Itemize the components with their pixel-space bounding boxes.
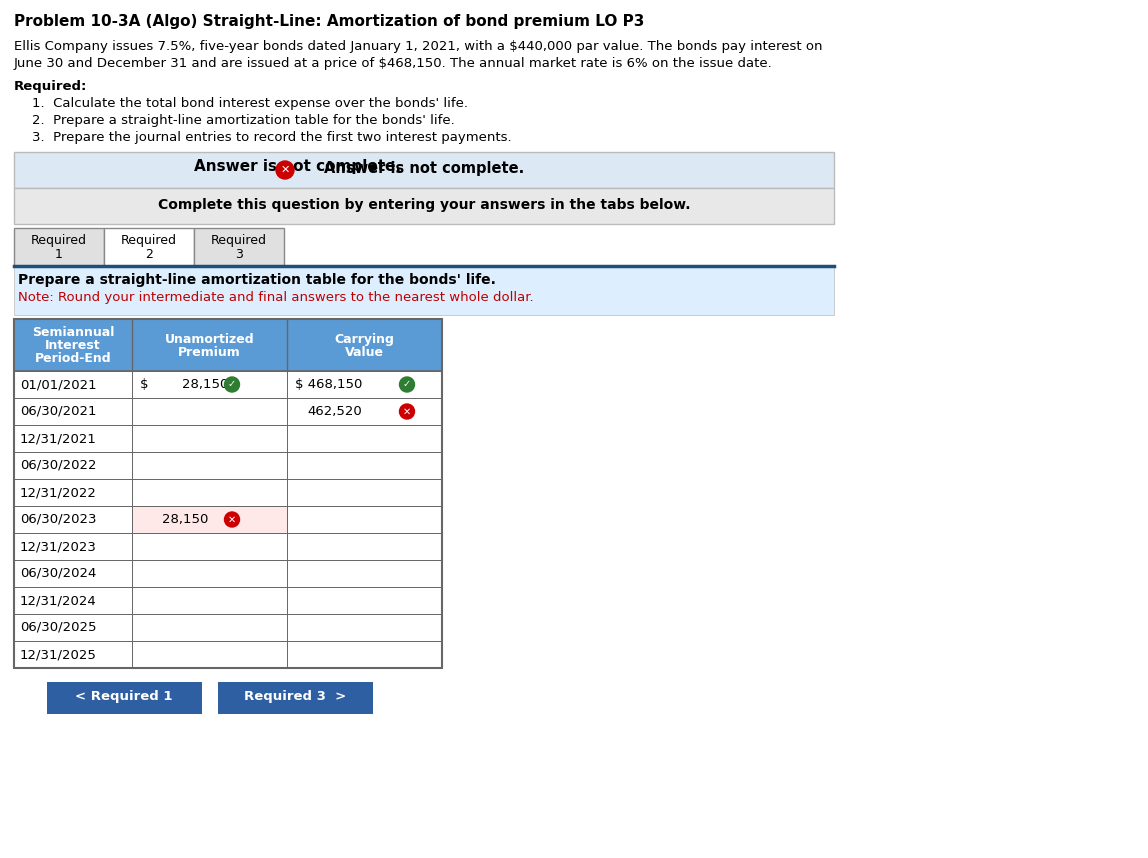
Text: 2: 2 bbox=[145, 248, 153, 261]
Bar bbox=[14, 398, 442, 425]
Text: 06/30/2024: 06/30/2024 bbox=[20, 567, 96, 580]
Text: Required:: Required: bbox=[14, 80, 87, 93]
Text: 12/31/2025: 12/31/2025 bbox=[20, 648, 96, 661]
Text: Premium: Premium bbox=[178, 346, 241, 359]
Text: June 30 and December 31 and are issued at a price of $468,150. The annual market: June 30 and December 31 and are issued a… bbox=[14, 57, 773, 70]
Text: 06/30/2023: 06/30/2023 bbox=[20, 513, 96, 526]
Text: 12/31/2024: 12/31/2024 bbox=[20, 594, 96, 607]
Text: Value: Value bbox=[346, 346, 383, 359]
Text: Note: Round your intermediate and final answers to the nearest whole dollar.: Note: Round your intermediate and final … bbox=[18, 291, 534, 304]
Text: 2.  Prepare a straight-line amortization table for the bonds' life.: 2. Prepare a straight-line amortization … bbox=[32, 114, 455, 127]
Bar bbox=[14, 228, 104, 266]
Text: $ 468,150: $ 468,150 bbox=[295, 378, 363, 391]
Bar bbox=[14, 533, 442, 560]
Text: 06/30/2022: 06/30/2022 bbox=[20, 459, 96, 472]
Text: 3.  Prepare the journal entries to record the first two interest payments.: 3. Prepare the journal entries to record… bbox=[32, 131, 512, 144]
Text: Interest: Interest bbox=[45, 339, 101, 352]
Text: Problem 10-3A (Algo) Straight-Line: Amortization of bond premium LO P3: Problem 10-3A (Algo) Straight-Line: Amor… bbox=[14, 14, 644, 29]
Bar bbox=[14, 452, 442, 479]
Circle shape bbox=[225, 377, 240, 392]
Text: ✓: ✓ bbox=[228, 379, 236, 390]
Bar bbox=[217, 682, 372, 714]
Text: Unamortized: Unamortized bbox=[164, 333, 255, 346]
Text: $: $ bbox=[140, 378, 148, 391]
Text: 28,150: 28,150 bbox=[162, 513, 209, 526]
Text: 12/31/2021: 12/31/2021 bbox=[20, 432, 96, 445]
Bar bbox=[14, 152, 833, 188]
Text: 12/31/2022: 12/31/2022 bbox=[20, 486, 96, 499]
Text: Semiannual: Semiannual bbox=[32, 326, 114, 339]
Text: Ellis Company issues 7.5%, five-year bonds dated January 1, 2021, with a $440,00: Ellis Company issues 7.5%, five-year bon… bbox=[14, 40, 822, 53]
Bar bbox=[14, 425, 442, 452]
Bar bbox=[104, 228, 194, 266]
Text: ✓: ✓ bbox=[403, 379, 411, 390]
Bar bbox=[14, 188, 833, 224]
Circle shape bbox=[400, 404, 414, 419]
Bar bbox=[14, 641, 442, 668]
Text: Required: Required bbox=[211, 234, 267, 247]
Text: Prepare a straight-line amortization table for the bonds' life.: Prepare a straight-line amortization tab… bbox=[18, 273, 496, 287]
Bar bbox=[14, 614, 442, 641]
Text: 462,520: 462,520 bbox=[307, 405, 362, 418]
Text: 12/31/2023: 12/31/2023 bbox=[20, 540, 96, 553]
Text: Required: Required bbox=[121, 234, 177, 247]
Bar bbox=[14, 506, 442, 533]
Text: < Required 1: < Required 1 bbox=[76, 690, 172, 703]
Bar bbox=[14, 479, 442, 506]
Text: ✕: ✕ bbox=[403, 407, 411, 416]
Circle shape bbox=[276, 161, 294, 179]
Text: Complete this question by entering your answers in the tabs below.: Complete this question by entering your … bbox=[157, 198, 690, 212]
Text: 1.  Calculate the total bond interest expense over the bonds' life.: 1. Calculate the total bond interest exp… bbox=[32, 97, 468, 110]
Bar bbox=[14, 267, 833, 315]
Circle shape bbox=[225, 512, 240, 527]
Text: 06/30/2021: 06/30/2021 bbox=[20, 405, 96, 418]
Text: Answer is not complete.: Answer is not complete. bbox=[194, 159, 402, 174]
Bar bbox=[14, 319, 442, 668]
Bar bbox=[47, 682, 202, 714]
Text: Required: Required bbox=[31, 234, 87, 247]
Circle shape bbox=[400, 377, 414, 392]
Text: 06/30/2025: 06/30/2025 bbox=[20, 621, 96, 634]
Bar bbox=[14, 371, 442, 398]
Text: Answer is not complete.: Answer is not complete. bbox=[324, 161, 525, 176]
Text: Required 3  >: Required 3 > bbox=[243, 690, 347, 703]
Text: Period-End: Period-End bbox=[34, 352, 111, 365]
Text: Carrying: Carrying bbox=[334, 333, 395, 346]
Bar bbox=[132, 506, 287, 533]
Text: 28,150: 28,150 bbox=[183, 378, 228, 391]
Text: ✕: ✕ bbox=[228, 515, 236, 524]
Text: 1: 1 bbox=[55, 248, 63, 261]
Bar bbox=[194, 228, 284, 266]
Bar bbox=[14, 319, 442, 371]
Bar bbox=[14, 587, 442, 614]
Text: 01/01/2021: 01/01/2021 bbox=[20, 378, 96, 391]
Text: 3: 3 bbox=[235, 248, 243, 261]
Bar bbox=[14, 560, 442, 587]
Text: ✕: ✕ bbox=[280, 165, 289, 175]
